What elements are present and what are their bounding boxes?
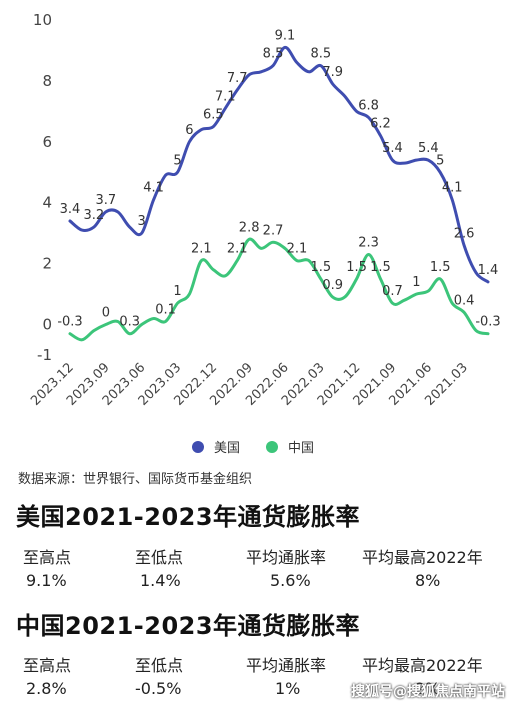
- data-label-us: 5: [436, 153, 444, 168]
- cn-stat-value-high: 2.8%: [26, 679, 67, 698]
- data-label-us: 4.1: [442, 181, 463, 196]
- data-label-cn: 0: [102, 306, 110, 321]
- data-label-cn: 1: [412, 275, 420, 290]
- data-label-cn: -0.3: [475, 315, 500, 330]
- cn-stat-value-avg: 1%: [275, 679, 301, 698]
- us-stat-value-low: 1.4%: [140, 571, 181, 590]
- data-source-note: 数据来源：世界银行、国际货币基金组织: [18, 472, 253, 487]
- data-label-us: 6.2: [370, 117, 391, 132]
- data-label-us: 4.1: [143, 181, 164, 196]
- data-label-cn: -0.3: [57, 315, 82, 330]
- data-label-us: 5.4: [382, 141, 403, 156]
- data-label-us: 5: [173, 153, 181, 168]
- y-tick-label: 0: [42, 316, 52, 334]
- y-tick-label: 2: [42, 255, 52, 273]
- data-label-cn: 1.5: [310, 260, 331, 275]
- us-stat-value-high: 9.1%: [26, 571, 67, 590]
- watermark: 搜狐号@搜狐焦点南平站: [351, 684, 505, 700]
- cn-stat-label-peak-year: 平均最高2022年: [362, 656, 483, 675]
- legend-marker-cn: [266, 440, 278, 453]
- data-label-us: 8.5: [310, 47, 331, 62]
- data-label-cn: 0.3: [119, 315, 140, 330]
- y-tick-label: 8: [42, 72, 52, 90]
- data-label-us: 3.7: [95, 193, 116, 208]
- us-stat-label-low: 至低点: [135, 548, 184, 567]
- data-label-cn: 2.1: [287, 242, 308, 257]
- chart-legend: 美国 中国: [0, 437, 513, 457]
- cn-stat-value-low: -0.5%: [135, 679, 182, 698]
- us-stat-label-avg: 平均通胀率: [246, 548, 327, 567]
- data-label-us: 7.9: [322, 65, 343, 80]
- us-stat-label-peak-year: 平均最高2022年: [362, 548, 483, 567]
- data-label-us: 3.2: [84, 208, 105, 223]
- legend-label-us: 美国: [214, 441, 241, 456]
- us-stats-title: 美国2021-2023年通货膨胀率: [16, 503, 361, 531]
- data-label-cn: 0.1: [155, 303, 176, 318]
- y-tick-label: 10: [33, 11, 52, 29]
- cn-stat-label-avg: 平均通胀率: [246, 656, 327, 675]
- data-label-us: 7.7: [227, 71, 248, 86]
- data-label-us: 9.1: [275, 28, 296, 43]
- series-line-us: [68, 45, 490, 284]
- data-label-cn: 2.1: [227, 242, 248, 257]
- legend-item-cn[interactable]: 中国: [266, 437, 314, 456]
- data-label-us: 8.5: [263, 47, 284, 62]
- data-label-us: 3.4: [60, 202, 81, 217]
- us-stat-value-peak-year: 8%: [415, 571, 441, 590]
- data-label-us: 6: [185, 123, 193, 138]
- data-label-cn: 0.9: [322, 278, 343, 293]
- inflation-line-chart: -102468102023.122023.092023.062023.03202…: [28, 11, 500, 409]
- data-label-us: 1.4: [478, 263, 499, 278]
- series-line-cn: [68, 237, 490, 342]
- data-label-cn: 1.5: [430, 260, 451, 275]
- data-label-cn: 2.8: [239, 220, 260, 235]
- data-label-us: 5.4: [418, 141, 439, 156]
- data-label-us: 7.1: [215, 89, 236, 104]
- data-label-us: 6.8: [358, 98, 379, 113]
- legend-label-cn: 中国: [288, 441, 315, 456]
- legend-marker-us: [192, 440, 204, 453]
- y-tick-label: 4: [42, 194, 52, 212]
- us-stat-value-avg: 5.6%: [270, 571, 311, 590]
- cn-stat-value-peak-year: 2%: [415, 679, 441, 698]
- data-label-cn: 2.3: [358, 236, 379, 251]
- us-stat-label-high: 至高点: [23, 548, 72, 567]
- data-label-us: 3: [138, 214, 146, 229]
- cn-stat-label-low: 至低点: [135, 656, 184, 675]
- data-label-cn: 0.7: [382, 284, 403, 299]
- data-label-us: 2.6: [454, 226, 475, 241]
- data-label-cn: 1: [173, 284, 181, 299]
- data-label-cn: 1.5: [370, 260, 391, 275]
- legend-item-us[interactable]: 美国: [192, 437, 240, 456]
- data-label-cn: 0.4: [454, 293, 475, 308]
- cn-stats-title: 中国2021-2023年通货膨胀率: [16, 612, 361, 640]
- data-label-cn: 1.5: [346, 260, 367, 275]
- data-label-cn: 2.7: [263, 223, 284, 238]
- data-label-us: 6.5: [203, 108, 224, 123]
- y-tick-label: 6: [42, 133, 52, 151]
- cn-stat-label-high: 至高点: [23, 656, 72, 675]
- data-label-cn: 2.1: [191, 242, 212, 257]
- y-tick-label: -1: [37, 346, 52, 364]
